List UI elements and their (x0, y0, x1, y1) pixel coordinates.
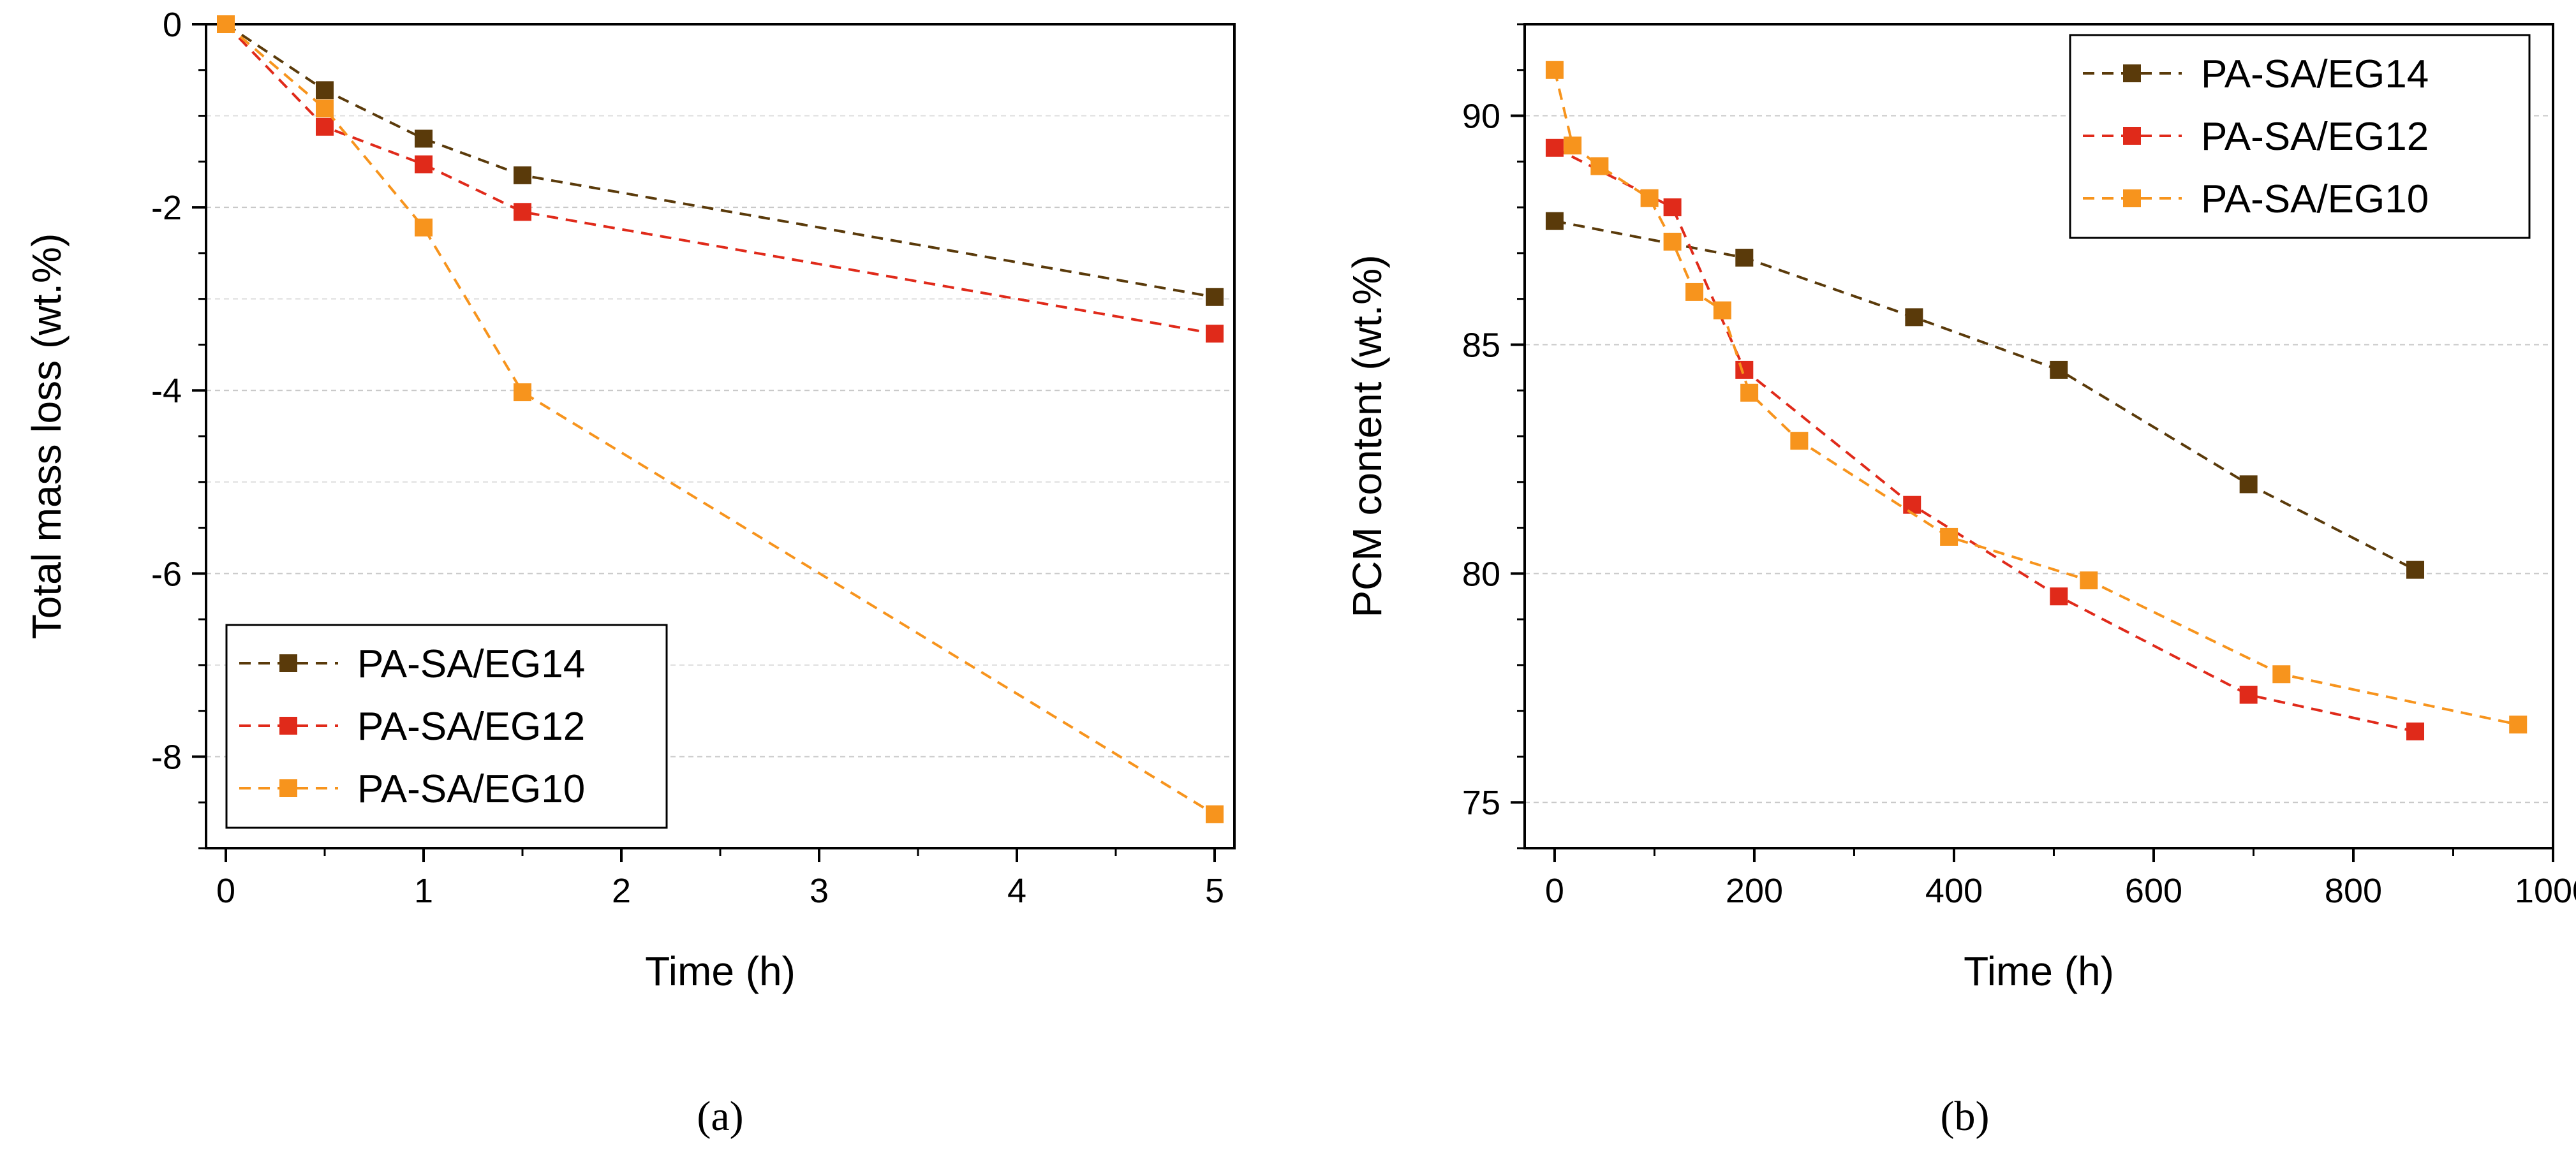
series-line (225, 23, 1216, 816)
x-tick-label: 2 (612, 872, 631, 910)
legend-label: PA-SA/EG14 (357, 642, 585, 686)
x-tick-label: 600 (2125, 872, 2182, 910)
legend-label: PA-SA/EG10 (357, 767, 585, 811)
data-point (1206, 325, 1224, 343)
x-axis-title: Time (h) (1964, 948, 2114, 994)
data-point (217, 15, 235, 33)
data-point (514, 203, 531, 221)
data-point (2239, 475, 2258, 494)
legend: PA-SA/EG14 PA-SA/EG12 PA-SA/EG10 (225, 624, 668, 829)
data-point (1545, 61, 1564, 79)
legend-swatch-marker (279, 779, 297, 797)
data-point (1740, 383, 1759, 402)
x-tick-label: 3 (810, 872, 829, 910)
x-tick-label: 4 (1007, 872, 1026, 910)
legend-swatch-marker (279, 717, 297, 735)
legend-label: PA-SA/EG12 (357, 705, 585, 749)
x-tick-label: 400 (1925, 872, 1983, 910)
legend-swatch-marker (2123, 127, 2141, 145)
series-line (225, 23, 1215, 298)
x-tick-label: 800 (2325, 872, 2382, 910)
data-point (1590, 157, 1609, 175)
data-point (415, 218, 433, 237)
x-tick-label: 1000 (2515, 872, 2576, 910)
legend-label: PA-SA/EG12 (2201, 115, 2429, 159)
data-point (1905, 308, 1923, 327)
x-tick-label: 200 (1726, 872, 1783, 910)
series-line (225, 23, 1215, 335)
y-axis-title: PCM content (wt.%) (1344, 254, 1390, 617)
data-point (2050, 587, 2068, 606)
data-point (1206, 805, 1224, 823)
y-tick-label: 0 (163, 6, 182, 44)
data-point (1206, 288, 1224, 306)
data-point (1940, 527, 1958, 546)
y-axis-title: Total mass loss (wt.%) (24, 233, 70, 640)
panel-label: (a) (697, 1093, 743, 1140)
data-point (2406, 561, 2425, 579)
panel-label: (b) (1941, 1093, 1990, 1140)
y-tick-label: 75 (1462, 784, 1500, 822)
data-point (316, 81, 334, 99)
legend: PA-SA/EG14 PA-SA/EG12 PA-SA/EG10 (2069, 34, 2531, 239)
y-tick-label: -4 (151, 372, 182, 410)
data-point (1545, 212, 1564, 230)
data-point (1663, 232, 1682, 251)
data-point (514, 166, 531, 184)
x-axis-title: Time (h) (645, 948, 796, 994)
data-point (1903, 496, 1921, 514)
data-point (415, 155, 433, 173)
legend-swatch-marker (2123, 64, 2141, 82)
y-tick-label: -6 (151, 555, 182, 593)
x-tick-label: 0 (1545, 872, 1564, 910)
x-tick-label: 0 (216, 872, 235, 910)
data-point (1640, 189, 1659, 207)
y-tick-label: 90 (1462, 98, 1500, 136)
x-tick-label: 1 (414, 872, 433, 910)
x-tick-label: 5 (1205, 872, 1224, 910)
data-point (1564, 136, 1582, 155)
data-point (1663, 198, 1682, 217)
data-point (2050, 360, 2068, 379)
series-line (1554, 219, 2416, 571)
panel-b: 0 200 400 600 800 1000 75 80 85 90 Time (h) PCM con… (1344, 23, 2576, 1140)
data-point (1685, 283, 1704, 301)
legend-label: PA-SA/EG10 (2201, 177, 2429, 221)
y-tick-label: 80 (1462, 555, 1500, 593)
legend-swatch-marker (2123, 189, 2141, 207)
data-point (1545, 138, 1564, 157)
data-point (1713, 301, 1731, 319)
y-tick-label: -8 (151, 738, 182, 776)
y-tick-label: 85 (1462, 326, 1500, 364)
data-point (415, 129, 433, 148)
legend-swatch-marker (279, 654, 297, 672)
data-point (2272, 665, 2291, 684)
data-point (514, 383, 531, 402)
data-point (316, 99, 334, 118)
data-point (2239, 686, 2258, 704)
y-tick-label: -2 (151, 189, 182, 227)
data-point (316, 117, 334, 136)
legend-label: PA-SA/EG14 (2201, 52, 2429, 96)
panel-a: 0 1 2 3 4 5 0 -2 -4 -6 -8 Time (h) Total mass loss (… (24, 6, 1236, 1140)
data-point (2080, 571, 2098, 590)
data-point (2406, 722, 2425, 740)
data-point (1735, 249, 1754, 267)
data-point (1735, 360, 1754, 379)
data-point (2509, 716, 2528, 734)
data-point (1790, 432, 1809, 450)
